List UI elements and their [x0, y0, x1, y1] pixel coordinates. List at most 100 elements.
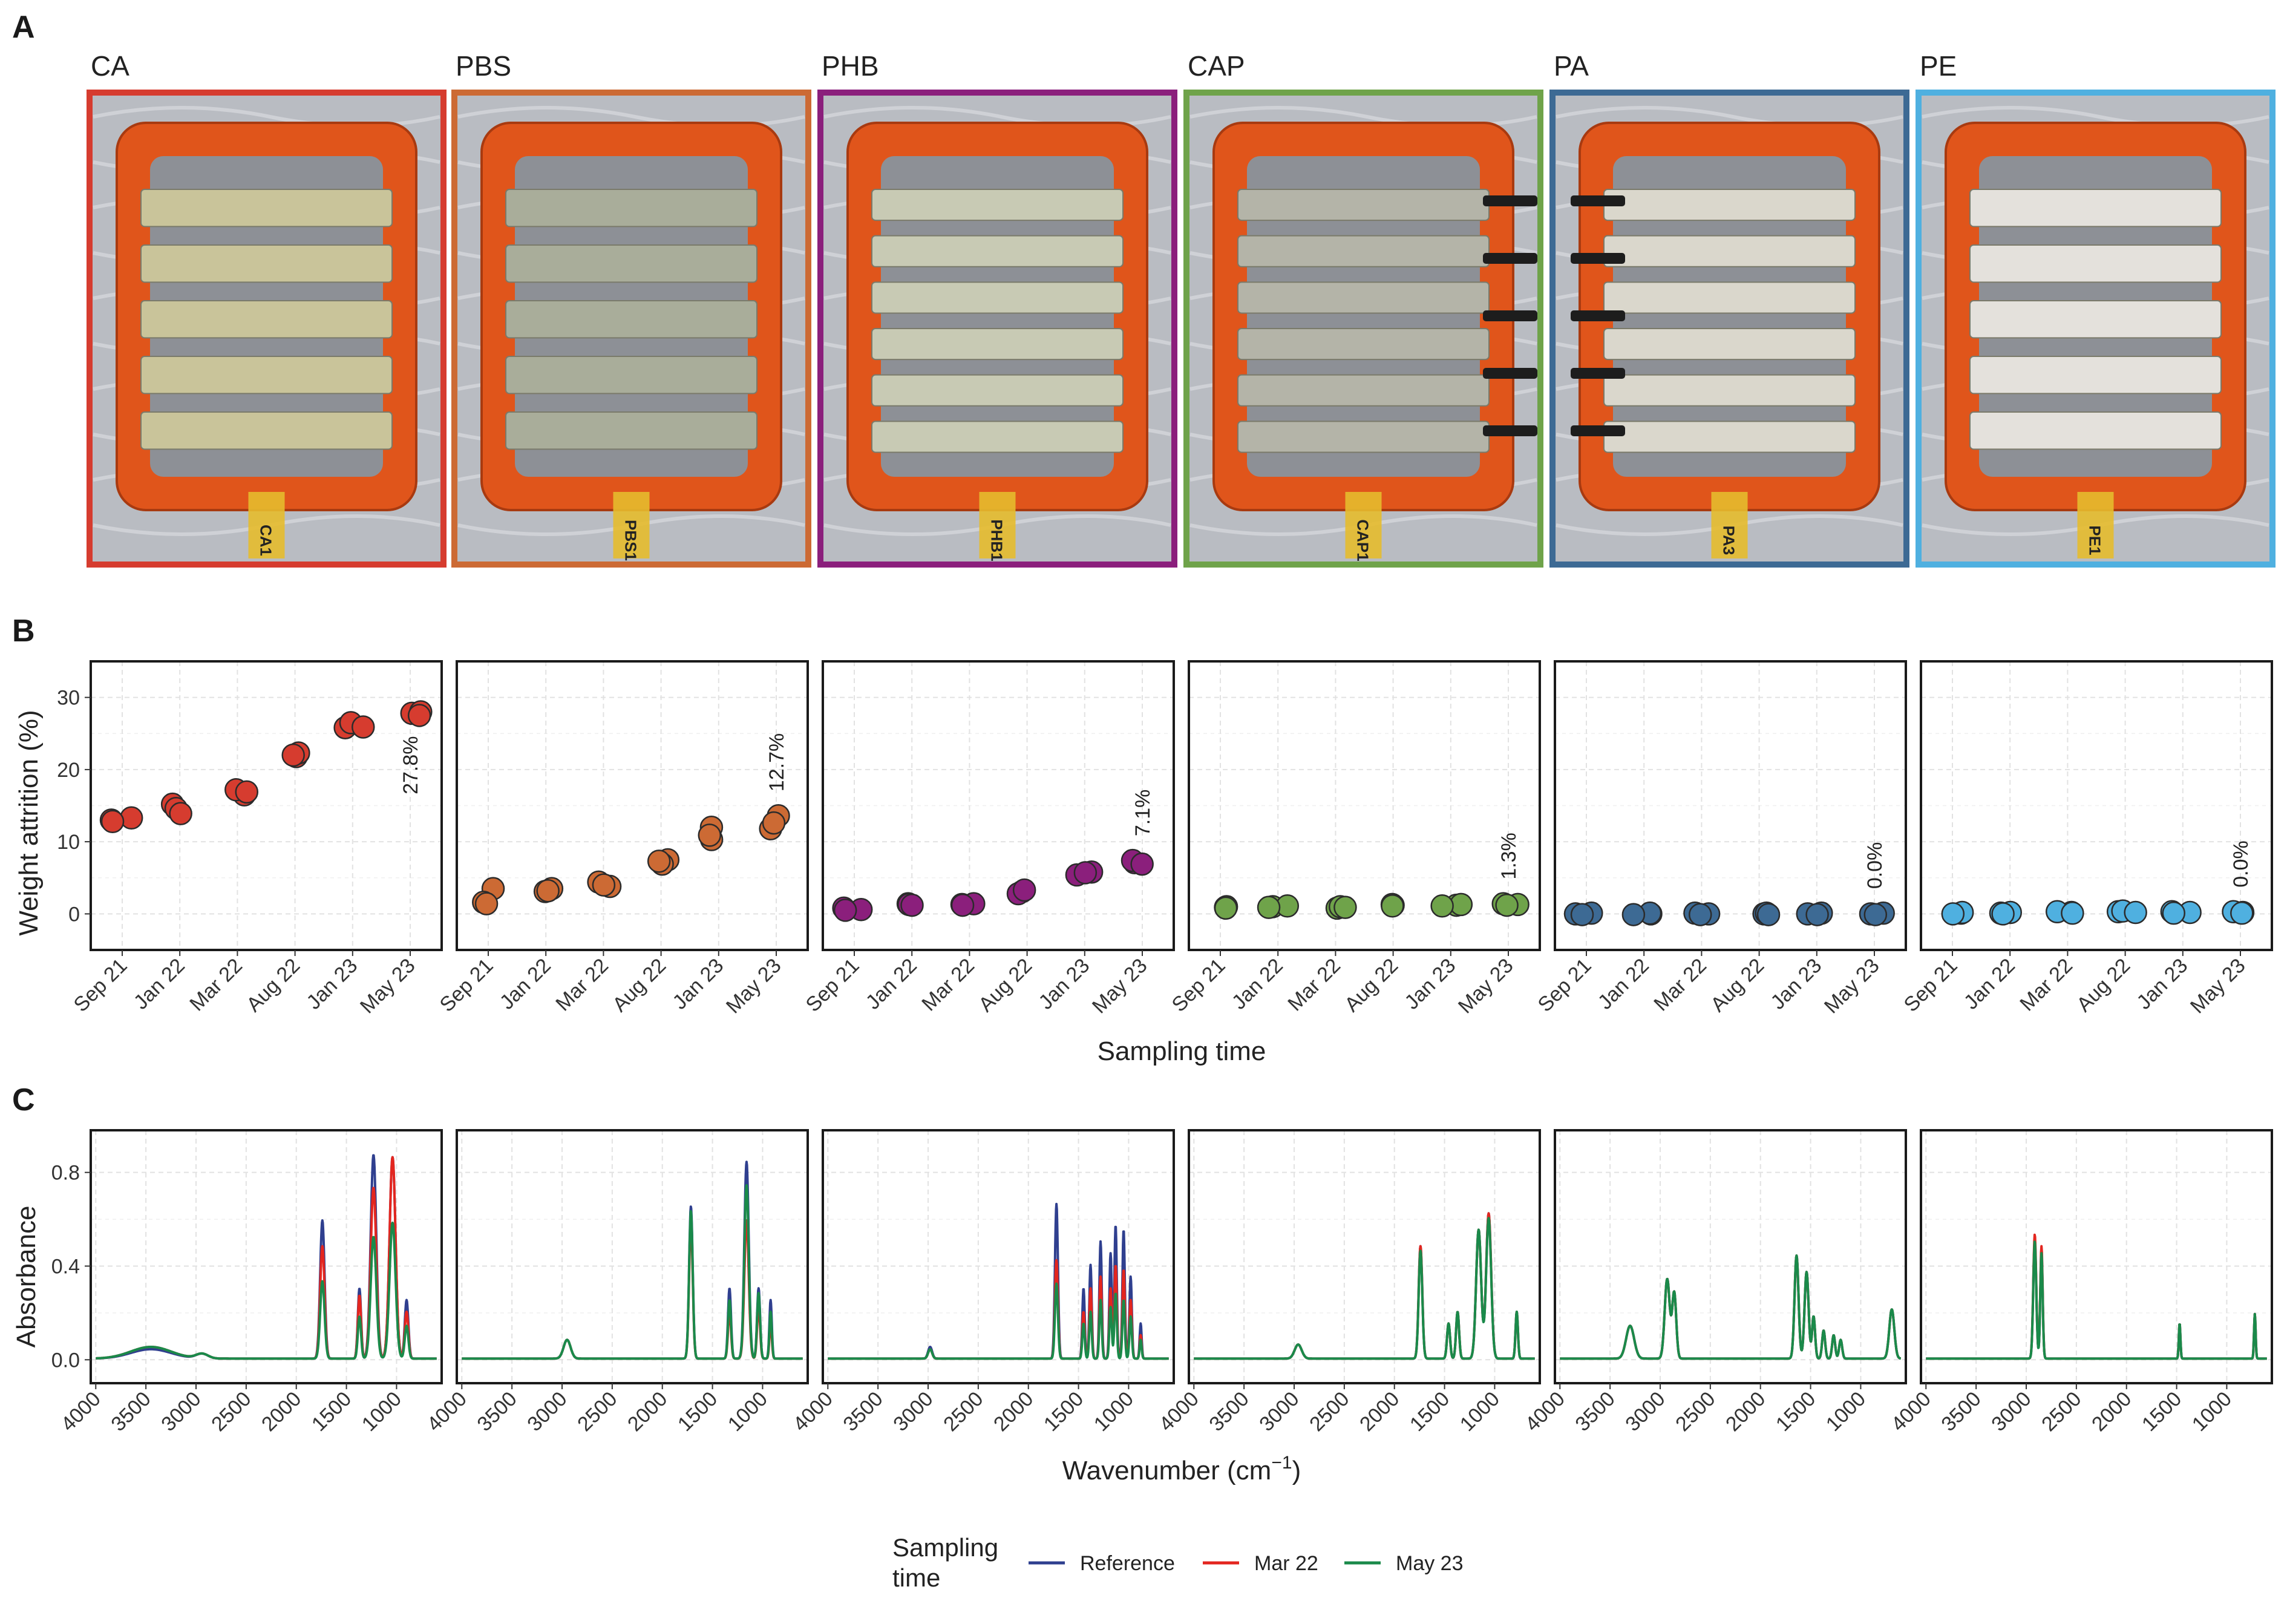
- x-tick-label: 4000: [57, 1387, 105, 1436]
- photo-cap: CAP CAP1: [1183, 50, 1543, 568]
- plot-frame: [1920, 1129, 2273, 1384]
- photo-strip: [871, 281, 1124, 314]
- photo-pbs: PBS PBS1: [451, 50, 811, 568]
- photo-clip: [1571, 195, 1625, 206]
- x-tick-label: Sep 21: [1168, 954, 1230, 1017]
- panel-label-c: C: [12, 1082, 35, 1118]
- photo-clip: [1571, 425, 1625, 436]
- data-point-pe: [1991, 902, 2015, 926]
- photo-strip: [140, 244, 393, 283]
- x-tick-label: 1500: [673, 1387, 722, 1436]
- x-tick-label: 3500: [106, 1387, 155, 1436]
- photo-tag-cap: CAP1: [1354, 519, 1372, 561]
- x-tick-label: Jan 23: [1034, 954, 1094, 1014]
- photo-tape-cap: [1345, 492, 1382, 558]
- data-point-pe: [2124, 900, 2147, 925]
- x-tick-label: 2500: [939, 1387, 987, 1436]
- data-point-pa: [1570, 903, 1594, 926]
- photo-strip: [1237, 328, 1490, 361]
- spectra-x-axis-title-sup: −1: [1271, 1453, 1292, 1473]
- x-tick-label: Jan 22: [129, 954, 189, 1014]
- data-point-ca: [281, 743, 305, 767]
- photo-strip: [1603, 421, 1856, 453]
- data-point-cap: [1430, 894, 1454, 918]
- photo-strip: [1237, 374, 1490, 407]
- photo-tag-phb: PHB1: [988, 519, 1006, 561]
- weight-label-phb: 7.1%: [1131, 790, 1154, 837]
- data-point-phb: [1073, 861, 1098, 885]
- photo-title-phb: PHB: [822, 50, 879, 82]
- spectrum-line-pbs-may-23: [460, 1184, 804, 1360]
- photo-strip: [871, 421, 1124, 453]
- x-tick-label: Sep 21: [802, 954, 864, 1017]
- x-tick-label: 4000: [789, 1387, 837, 1436]
- plot-frame: [90, 1129, 443, 1384]
- photo-title-pa: PA: [1554, 50, 1589, 82]
- x-tick-label: Aug 22: [242, 954, 304, 1017]
- data-point-pbs: [474, 892, 499, 915]
- x-tick-label: Mar 22: [917, 954, 979, 1016]
- x-tick-label: 2500: [1671, 1387, 1719, 1436]
- spectrum-line-pa-mar-22: [1559, 1254, 1902, 1360]
- x-tick-label: 3000: [1255, 1387, 1303, 1436]
- photo-title-pe: PE: [1920, 50, 1957, 82]
- data-point-pbs: [698, 823, 722, 847]
- photo-tape-pbs: [613, 492, 650, 558]
- photo-strip: [1237, 189, 1490, 221]
- x-tick-label: Jan 23: [1400, 954, 1460, 1014]
- ftir-spectra-panels: 4000 3500 3000 2500 2000 1500 10000.00.40.8400…: [51, 1129, 2273, 1436]
- x-tick-label: 1000: [2188, 1387, 2236, 1436]
- y-tick-label: 0.4: [51, 1255, 80, 1278]
- spectrum-panel-pa: 4000 3500 3000 2500 2000 1500 1000: [1521, 1129, 1907, 1436]
- plot-frame: [822, 1129, 1175, 1384]
- photo-strip: [505, 244, 757, 283]
- x-tick-label: 1500: [1772, 1387, 1820, 1436]
- x-tick-label: 1000: [1090, 1387, 1138, 1436]
- x-tick-label: Aug 22: [2072, 954, 2135, 1017]
- photo-strip: [505, 411, 757, 450]
- x-tick-label: 3000: [157, 1387, 205, 1436]
- weight-x-axis-title: Sampling time: [1098, 1036, 1266, 1066]
- data-point-pbs: [762, 811, 786, 835]
- photo-clip: [1483, 253, 1537, 264]
- x-tick-label: Jan 22: [1960, 954, 2020, 1014]
- x-tick-label: Aug 22: [1340, 954, 1402, 1017]
- photo-strip: [1969, 411, 2222, 450]
- plot-frame: [90, 660, 443, 951]
- photo-title-pbs: PBS: [456, 50, 511, 82]
- data-point-phb: [1130, 852, 1154, 876]
- x-tick-label: Sep 21: [70, 954, 132, 1017]
- photo-strip: [1603, 235, 1856, 267]
- spectra-x-axis-title-end: ): [1292, 1456, 1301, 1485]
- x-tick-label: Sep 21: [436, 954, 498, 1017]
- photo-border-pbs: [451, 90, 811, 568]
- y-tick-label: 30: [57, 687, 80, 710]
- x-tick-label: 2500: [207, 1387, 255, 1436]
- photo-strip: [140, 411, 393, 450]
- spectrum-panel-pe: 4000 3500 3000 2500 2000 1500 1000: [1887, 1129, 2273, 1436]
- x-tick-label: 3500: [1937, 1387, 1985, 1436]
- data-point-pbs: [647, 850, 671, 873]
- weight-label-pa: 0.0%: [1863, 842, 1886, 889]
- x-tick-label: 3000: [1987, 1387, 2035, 1436]
- x-tick-label: 3500: [1205, 1387, 1253, 1436]
- photo-ca: CA CA1: [87, 50, 447, 568]
- data-point-pa: [1689, 903, 1712, 926]
- panel-label-a: A: [12, 10, 35, 45]
- x-tick-label: 3500: [473, 1387, 521, 1436]
- photo-pe: PE PE1: [1916, 50, 2276, 568]
- photo-strip: [1237, 421, 1490, 453]
- photo-strip: [871, 235, 1124, 267]
- spectra-y-axis-title: Absorbance: [11, 1206, 41, 1348]
- photo-clip: [1483, 310, 1537, 321]
- x-tick-label: 1500: [1039, 1387, 1088, 1436]
- x-tick-label: 4000: [1521, 1387, 1569, 1436]
- data-point-pa: [1805, 903, 1829, 926]
- photo-border-ca: [87, 90, 447, 568]
- x-tick-label: Jan 23: [2132, 954, 2192, 1014]
